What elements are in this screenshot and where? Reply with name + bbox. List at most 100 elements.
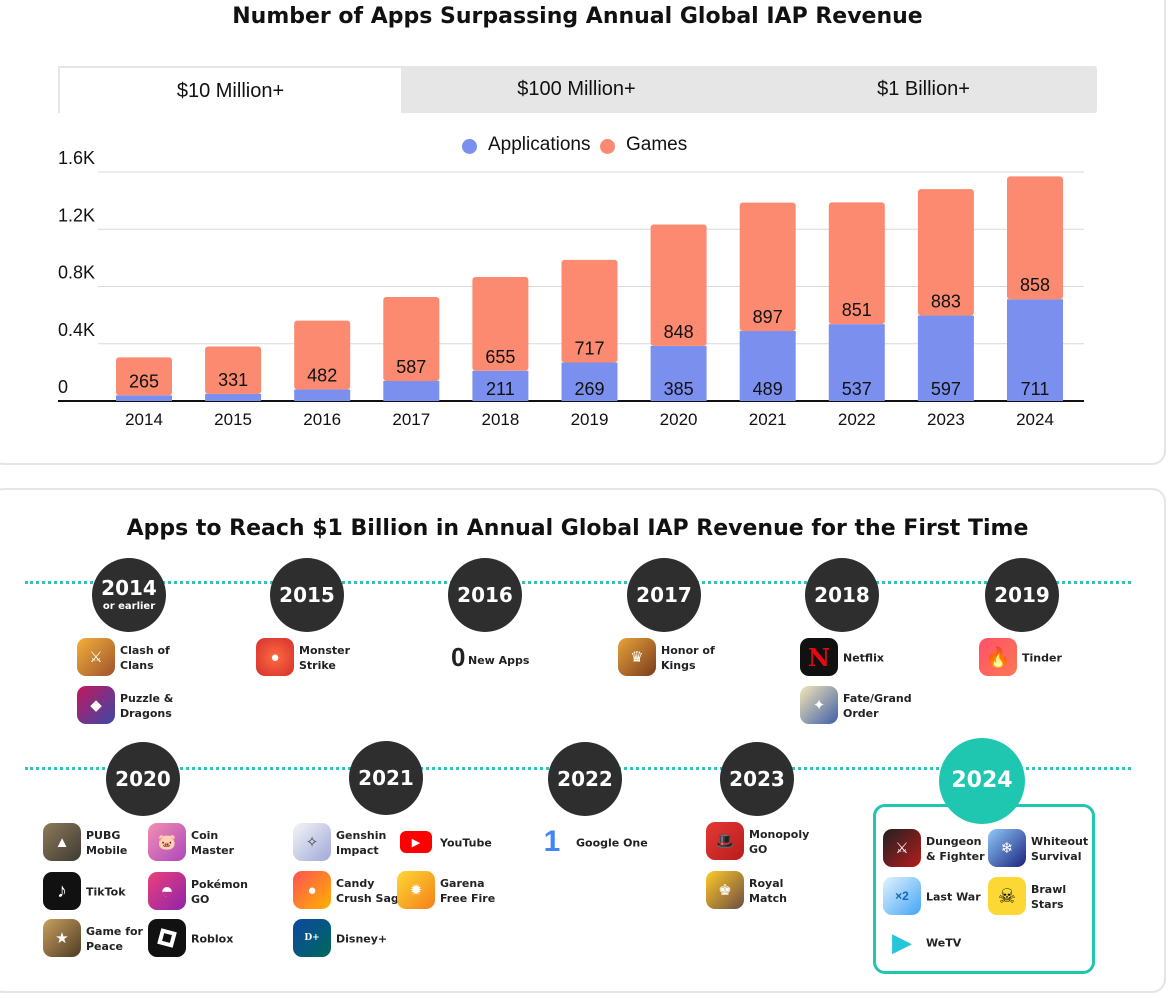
genshin-impact-icon: ✧ [293,823,331,861]
games-dot-icon [600,139,615,154]
bar-applications-2022 [828,324,885,401]
year-badge-2020: 2020 [106,742,180,816]
app-pubg-mobile[interactable]: ▲ PUBG Mobile [43,823,163,863]
chart-title: Number of Apps Surpassing Annual Global … [232,4,923,29]
data-label: 858 [1020,275,1050,295]
coin-master-icon: 🐷 [148,823,186,861]
bar-games-2022 [828,202,885,325]
x-tick-label: 2017 [392,410,430,429]
data-label: 655 [485,347,515,367]
year-badge-2022: 2022 [548,742,622,816]
app-genshin-impact[interactable]: ✧ Genshin Impact [293,823,413,863]
app-candy-crush[interactable]: ● Candy Crush Saga [293,871,413,911]
royal-match-icon: ♚ [706,871,744,909]
y-tick-label: 0.4K [58,320,95,340]
bar-applications-2016 [294,389,351,401]
app-monster-strike[interactable]: ● Monster Strike [256,638,376,678]
app-fate-grand-order[interactable]: ✦ Fate/Grand Order [800,686,920,726]
brawl-stars-icon: ☠ [988,877,1026,915]
app-wetv[interactable]: ▶ WeTV [883,923,1003,963]
candy-crush-icon: ● [293,871,331,909]
data-label: 897 [753,307,783,327]
year-badge-2016: 2016 [448,558,522,632]
timeline-divider-top [25,581,1131,584]
x-tick-label: 2019 [571,410,609,429]
y-tick-label: 0.8K [58,263,95,283]
app-pokemon-go[interactable]: ◓ Pokémon GO [148,872,268,912]
x-tick-label: 2024 [1016,410,1054,429]
data-label: 482 [307,366,337,386]
x-tick-label: 2016 [303,410,341,429]
threshold-tabs: $10 Million+ $100 Million+ $1 Billion+ [58,66,1097,113]
app-tinder[interactable]: 🔥 Tinder [979,638,1099,678]
timeline-title: Apps to Reach $1 Billion in Annual Globa… [126,516,1029,541]
app-honor-of-kings[interactable]: ♛ Honor of Kings [618,638,738,678]
bar-applications-2020 [650,345,707,401]
bar-applications-2017 [383,380,440,401]
data-label: 385 [664,379,694,399]
y-tick-label: 1.2K [58,205,95,225]
app-coin-master[interactable]: 🐷 Coin Master [148,823,268,863]
disney-plus-icon: D+ [293,919,331,957]
roblox-icon [148,919,186,957]
year-badge-2014: 2014 or earlier [92,558,166,632]
last-war-icon: ×2 [883,877,921,915]
data-label: 883 [931,292,961,312]
tiktok-icon: ♪ [43,872,81,910]
pokemon-go-icon: ◓ [148,872,186,910]
stacked-bar-chart: 0 0.4K 0.8K 1.2K 1.6K 265 2014 331 2015 482 2016 58… [58,150,1084,429]
wetv-icon: ▶ [892,926,912,957]
bar-games-2019 [561,259,618,363]
google-one-icon: 1 [543,825,561,858]
app-last-war[interactable]: ×2 Last War [883,877,1003,917]
app-whiteout-survival[interactable]: ❄ Whiteout Survival [988,829,1108,869]
year-badge-2019: 2019 [985,558,1059,632]
year-badge-2023: 2023 [720,742,794,816]
monster-strike-icon: ● [256,638,294,676]
app-roblox[interactable]: Roblox [148,919,268,959]
tab-100-million[interactable]: $100 Million+ [517,78,636,100]
app-disney-plus[interactable]: D+ Disney+ [293,919,413,959]
tab-1-billion[interactable]: $1 Billion+ [877,78,970,100]
data-label: 489 [753,379,783,399]
app-brawl-stars[interactable]: ☠ Brawl Stars [988,877,1108,917]
highlight-box-2024 [873,804,1095,974]
app-free-fire[interactable]: ✹ Garena Free Fire [397,871,517,911]
bar-games-2024 [1007,176,1063,300]
x-tick-label: 2014 [125,410,163,429]
bar-applications-2024 [1007,299,1063,401]
tinder-icon: 🔥 [979,638,1017,676]
dungeon-fighter-icon: ⚔ [883,829,921,867]
app-google-one[interactable]: 1 Google One [533,823,653,863]
y-tick-label: 0 [58,377,68,397]
clash-of-clans-icon: ⚔ [77,638,115,676]
app-game-for-peace[interactable]: ★ Game for Peace [43,919,163,959]
app-puzzle-dragons[interactable]: ◆ Puzzle & Dragons [77,686,197,726]
free-fire-icon: ✹ [397,871,435,909]
year-badge-2024: 2024 [939,738,1025,824]
netflix-icon: N [800,638,838,676]
x-tick-label: 2020 [660,410,698,429]
x-tick-label: 2018 [481,410,519,429]
monopoly-go-icon: 🎩 [706,822,744,860]
data-label: 537 [842,379,872,399]
app-youtube[interactable]: ▶ YouTube [397,823,517,863]
app-clash-of-clans[interactable]: ⚔ Clash of Clans [77,638,197,678]
bar-games-2023 [917,189,974,316]
x-tick-label: 2022 [838,410,876,429]
bar-applications-2018 [472,370,529,401]
app-royal-match[interactable]: ♚ Royal Match [706,871,826,911]
app-netflix[interactable]: N Netflix [800,638,920,678]
app-dungeon-fighter[interactable]: ⚔ Dungeon & Fighter [883,829,1003,869]
year-badge-2017: 2017 [627,558,701,632]
puzzle-dragons-icon: ◆ [77,686,115,724]
app-monopoly-go[interactable]: 🎩 Monopoly GO [706,822,826,862]
app-tiktok[interactable]: ♪ TikTok [43,872,163,912]
data-label: 711 [1021,379,1050,399]
bar-applications-2023 [917,315,974,401]
bar-games-2017 [383,296,440,381]
data-label: 265 [129,371,159,391]
data-label: 269 [574,379,604,399]
tab-10-million[interactable]: $10 Million+ [58,66,403,113]
data-label: 587 [396,357,426,377]
